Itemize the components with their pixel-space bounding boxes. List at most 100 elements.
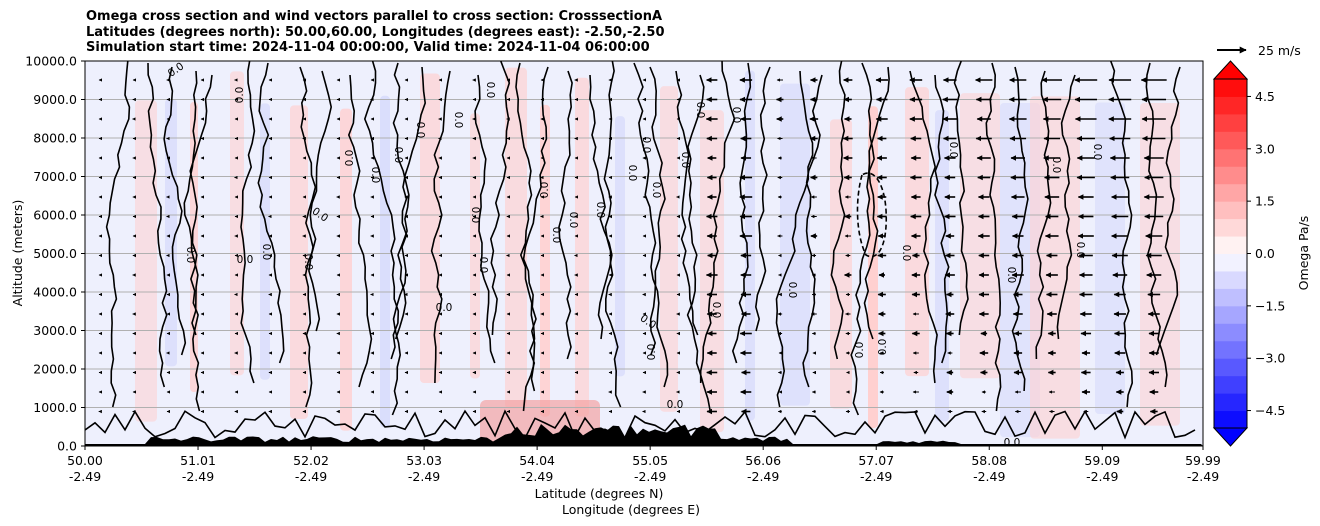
shading-band <box>660 86 678 412</box>
colorbar-level <box>1214 253 1247 272</box>
contour-line <box>1155 66 1181 356</box>
shading-band <box>290 105 308 419</box>
contour-line <box>474 74 496 364</box>
contour-label: 0.0 <box>369 167 381 184</box>
x-tick-label-lon: -2.49 <box>521 469 553 484</box>
y-tick-label: 7000.0 <box>33 169 77 184</box>
contour-line <box>675 70 699 336</box>
y-tick-label: 3000.0 <box>33 323 77 338</box>
y-tick-label: 4000.0 <box>33 285 77 300</box>
title-line-3: Simulation start time: 2024-11-04 00:00:… <box>86 40 650 55</box>
contour-label: 0.0 <box>730 107 742 124</box>
colorbar-level <box>1214 236 1247 254</box>
colorbar-level <box>1214 358 1247 377</box>
y-tick-label: 10000.0 <box>25 54 77 69</box>
x-axis: 50.00-2.4951.01-2.4952.02-2.4953.03-2.49… <box>67 446 1221 484</box>
contour-line <box>183 70 199 336</box>
title-line-2: Latitudes (degrees north): 50.00,60.00, … <box>86 24 665 40</box>
x-axis-title-1: Latitude (degrees N) <box>535 486 664 501</box>
x-tick-label-lat: 52.02 <box>293 453 329 468</box>
y-tick-label: 8000.0 <box>33 131 77 146</box>
shading-band <box>575 77 589 417</box>
x-tick-label-lat: 51.01 <box>180 453 216 468</box>
y-tick-label: 5000.0 <box>33 246 77 261</box>
contour-line <box>1011 66 1029 392</box>
shading-band <box>830 119 852 409</box>
contour-line <box>85 409 1196 440</box>
contour-line <box>953 61 969 336</box>
contour-label: 0.0 <box>184 247 196 264</box>
contour-line <box>1109 61 1134 408</box>
contour-line <box>558 70 573 360</box>
shading-band <box>615 116 625 377</box>
x-tick-label-lon: -2.49 <box>295 469 327 484</box>
contour-label: 0.0 <box>947 142 959 159</box>
contour-line <box>304 70 333 408</box>
contour-line <box>603 61 622 408</box>
contour-line <box>363 61 400 360</box>
contour-label: 0.0 <box>452 112 464 129</box>
contour-label: 0.0 <box>640 137 652 154</box>
contour-label: 0.0 <box>1005 267 1017 284</box>
colorbar-extend-max <box>1212 60 1249 80</box>
contour-line <box>985 62 1002 412</box>
contour-label: 0.0 <box>900 245 912 262</box>
contour-label: 0.0 <box>302 254 314 271</box>
contour-line <box>775 70 814 408</box>
x-tick-label-lat: 59.09 <box>1084 453 1120 468</box>
contour-labels: 0.0 0.0 0.0 0.0 0.0 0.0 0.0 0.0 0.0 0.0 0.0 0.0 0.0 0… <box>166 61 1103 446</box>
contour-line <box>802 74 823 388</box>
x-tick-label-lon: -2.49 <box>860 469 892 484</box>
colorbar-tick-label: 1.5 <box>1255 194 1275 209</box>
contour-label: 0.0 <box>1050 157 1062 174</box>
x-tick-label-lon: -2.49 <box>69 469 101 484</box>
colorbar-level <box>1214 323 1247 342</box>
contour-line <box>686 74 711 412</box>
contour-line <box>699 61 736 383</box>
colorbar-tick-label: −4.5 <box>1255 403 1285 418</box>
colorbar: 4.5 3.0 1.5 0.0 −1.5 −3.0 −4.5 Omega Pa/s <box>1212 60 1311 447</box>
x-tick-label-lat: 59.99 <box>1185 453 1221 468</box>
contour-line <box>850 66 890 416</box>
shading-band <box>420 73 440 383</box>
contour-label: 0.0 <box>710 302 722 319</box>
contour-label: 0.0 <box>694 102 706 119</box>
contour-line <box>1145 62 1168 388</box>
colorbar-level <box>1214 393 1247 412</box>
y-axis-title: Altitude (meters) <box>10 200 25 307</box>
shading-band <box>230 71 244 376</box>
contour-line <box>633 62 669 388</box>
contour-line <box>105 61 131 408</box>
colorbar-level <box>1214 113 1247 132</box>
chart-title: Omega cross section and wind vectors par… <box>86 9 665 56</box>
x-tick-label-lat: 58.08 <box>971 453 1007 468</box>
x-tick-label-lat: 53.03 <box>406 453 442 468</box>
contour-label: 0.0 <box>344 150 356 167</box>
contour-label: 0.0 <box>237 254 254 266</box>
contour-line <box>754 66 771 332</box>
colorbar-level <box>1214 218 1247 237</box>
shading-band <box>260 103 270 380</box>
contour-label: 0.0 <box>234 87 246 104</box>
shading-band <box>165 98 177 367</box>
colorbar-level <box>1214 201 1247 220</box>
contour-line <box>189 74 213 412</box>
shading-band <box>540 104 550 417</box>
contour-line <box>830 61 846 360</box>
contour-label: 0.0 <box>646 344 658 361</box>
contour-line <box>522 66 549 392</box>
plot-area: 0.0 0.0 0.0 0.0 0.0 0.0 0.0 0.0 0.0 0.0 0.0 0.0 0.0 0… <box>85 61 1203 446</box>
x-tick-label-lat: 57.07 <box>858 453 894 468</box>
contour-line <box>163 66 187 356</box>
contour-line-negative <box>856 172 888 258</box>
contour-label: 0.0 <box>650 182 662 199</box>
contour-line <box>649 66 666 356</box>
contour-label: 0.0 <box>1074 242 1086 259</box>
contour-line <box>909 70 938 384</box>
contour-label: 0.0 <box>667 399 684 411</box>
x-tick-label-lat: 55.05 <box>632 453 668 468</box>
omega-contours <box>85 61 1196 440</box>
x-tick-label-lon: -2.49 <box>1086 469 1118 484</box>
quiver-key-label: 25 m/s <box>1258 43 1301 58</box>
